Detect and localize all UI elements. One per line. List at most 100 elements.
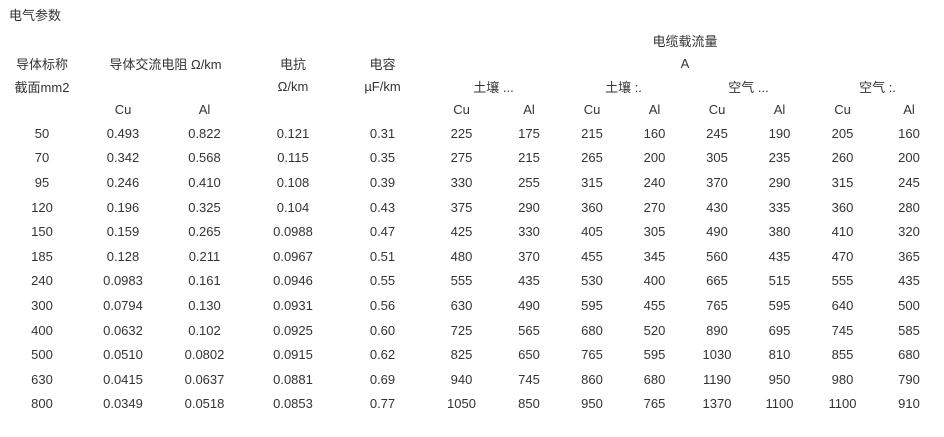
cell-reactance: 0.0931 (273, 297, 313, 313)
header-group-air-1: 空气 ... (728, 80, 769, 95)
cell-air2-al: 245 (898, 174, 920, 190)
cell-resistance-cu: 0.0349 (103, 396, 143, 412)
header-spacer (162, 75, 247, 98)
cell-soil2-al: 520 (643, 322, 666, 338)
cell-air2-cu: 555 (831, 273, 854, 289)
page-title: 电气参数 (9, 8, 62, 23)
cell-soil1-al: 650 (518, 347, 540, 363)
cell-cross-section: 50 (34, 125, 50, 141)
cell-air1-al: 380 (768, 224, 791, 240)
cell-reactance: 0.0881 (273, 371, 313, 387)
cell-reactance: 0.0967 (273, 248, 313, 264)
cell-soil2-al: 765 (643, 396, 666, 412)
header-capacitance: 电容 (369, 57, 396, 72)
table-row: 185 0.128 0.211 0.0967 0.51 480 370 455 … (0, 244, 944, 269)
cell-air1-al: 695 (768, 322, 791, 338)
cell-air2-cu: 980 (831, 371, 854, 387)
cell-air1-al: 515 (768, 273, 791, 289)
cell-air1-cu: 305 (706, 150, 728, 166)
header-group-soil-1: 土壤 ... (473, 80, 514, 95)
cell-soil1-al: 370 (518, 248, 540, 264)
cell-soil1-cu: 375 (450, 199, 473, 215)
cell-resistance-al: 0.102 (188, 322, 221, 338)
cell-soil2-al: 455 (643, 297, 666, 313)
cell-air1-al: 290 (768, 174, 791, 190)
cell-air1-cu: 1370 (702, 396, 732, 412)
cell-soil2-al: 345 (643, 248, 666, 264)
cell-soil1-al: 215 (518, 150, 540, 166)
cell-soil1-al: 290 (518, 199, 540, 215)
table-row: 150 0.159 0.265 0.0988 0.47 425 330 405 … (0, 219, 944, 244)
cell-cross-section: 300 (31, 297, 53, 313)
header-group-soil-2: 土壤 :. (605, 80, 642, 95)
header-spacer (339, 98, 426, 121)
header-soil2-al: Al (648, 102, 661, 117)
cell-soil1-cu: 480 (450, 248, 473, 264)
cell-air1-cu: 430 (706, 199, 728, 215)
cell-soil2-cu: 455 (581, 248, 603, 264)
cell-capacitance: 0.69 (369, 371, 396, 387)
cell-reactance: 0.0925 (273, 322, 313, 338)
cell-resistance-al: 0.0518 (184, 396, 225, 412)
header-ac-resistance: 导体交流电阻 Ω/km (109, 57, 222, 72)
cell-air1-cu: 665 (706, 273, 728, 289)
cell-cross-section: 800 (31, 396, 53, 412)
header-soil1-cu: Cu (453, 102, 470, 117)
cell-air2-al: 585 (898, 322, 920, 338)
cell-capacitance: 0.55 (369, 273, 396, 289)
cell-soil2-al: 400 (643, 273, 666, 289)
cell-resistance-cu: 0.0983 (103, 273, 143, 289)
cell-soil2-al: 680 (643, 371, 666, 387)
cell-capacitance: 0.60 (369, 322, 396, 338)
cell-soil1-cu: 825 (450, 347, 473, 363)
cell-soil2-al: 200 (643, 150, 666, 166)
cell-resistance-al: 0.822 (188, 125, 221, 141)
cell-soil1-al: 255 (518, 174, 540, 190)
cell-resistance-al: 0.410 (188, 174, 221, 190)
cell-air2-cu: 1100 (828, 396, 857, 412)
cell-air1-al: 1100 (765, 396, 794, 412)
header-air2-cu: Cu (834, 102, 851, 117)
cell-air1-cu: 245 (706, 125, 728, 141)
header-spacer (0, 98, 84, 121)
cell-resistance-cu: 0.246 (106, 174, 140, 190)
cell-air2-cu: 360 (831, 199, 854, 215)
cell-capacitance: 0.77 (369, 396, 396, 412)
cell-soil2-al: 595 (643, 347, 666, 363)
header-row-1: 电缆载流量 (0, 29, 944, 52)
cell-air2-cu: 745 (831, 322, 854, 338)
cell-resistance-cu: 0.493 (106, 125, 140, 141)
header-air2-al: Al (903, 102, 915, 117)
cell-air1-al: 595 (768, 297, 791, 313)
cell-air1-al: 335 (768, 199, 791, 215)
cell-soil2-cu: 680 (581, 322, 603, 338)
table-row: 120 0.196 0.325 0.104 0.43 375 290 360 2… (0, 195, 944, 220)
cell-soil2-cu: 530 (581, 273, 603, 289)
table-row: 300 0.0794 0.130 0.0931 0.56 630 490 595… (0, 293, 944, 318)
cell-air2-al: 200 (898, 150, 920, 166)
cell-resistance-cu: 0.342 (106, 150, 140, 166)
cell-air2-al: 910 (898, 396, 920, 412)
cell-air2-cu: 410 (831, 224, 854, 240)
cell-soil2-al: 160 (643, 125, 666, 141)
cell-soil1-cu: 225 (450, 125, 473, 141)
cell-soil2-cu: 315 (581, 174, 603, 190)
cell-soil2-cu: 405 (581, 224, 603, 240)
cell-air1-al: 950 (768, 371, 791, 387)
cell-soil1-al: 330 (518, 224, 540, 240)
cell-cross-section: 400 (31, 322, 53, 338)
cell-soil1-al: 745 (518, 371, 540, 387)
cell-cross-section: 120 (31, 199, 53, 215)
table-row: 500 0.0510 0.0802 0.0915 0.62 825 650 76… (0, 342, 944, 367)
cell-capacitance: 0.51 (369, 248, 396, 264)
cell-resistance-cu: 0.128 (106, 248, 140, 264)
cell-air2-cu: 315 (831, 174, 854, 190)
header-row-3: 截面mm2 Ω/km µF/km 土壤 ... 土壤 :. 空气 ... 空气 … (0, 75, 944, 98)
cell-air1-cu: 490 (706, 224, 728, 240)
cell-air2-cu: 260 (831, 150, 854, 166)
header-spacer (84, 75, 162, 98)
cell-reactance: 0.0988 (273, 224, 313, 240)
cell-soil1-al: 490 (518, 297, 540, 313)
cell-soil1-cu: 330 (450, 174, 473, 190)
cell-soil2-al: 305 (643, 224, 666, 240)
